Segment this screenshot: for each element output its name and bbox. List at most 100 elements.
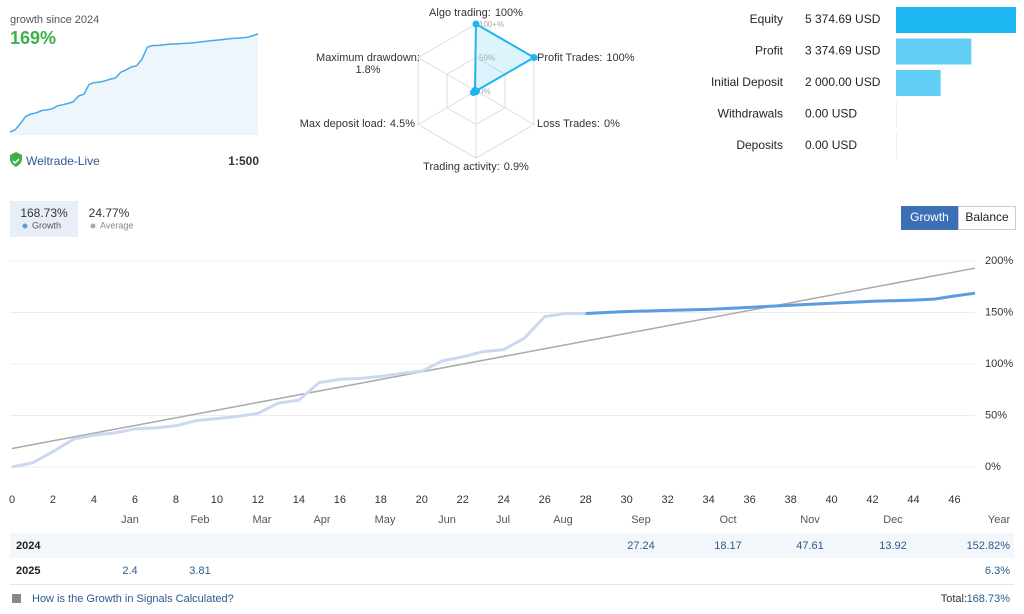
column-header: May bbox=[375, 514, 396, 526]
column-header: Nov bbox=[800, 514, 820, 526]
x-tick-label: 32 bbox=[662, 494, 674, 506]
column-header: Oct bbox=[719, 514, 736, 526]
column-header: Jun bbox=[438, 514, 456, 526]
radar-label: Algo trading: 100% bbox=[429, 7, 523, 19]
x-tick-label: 18 bbox=[375, 494, 387, 506]
help-icon bbox=[12, 594, 21, 603]
radar-spoke bbox=[475, 90, 535, 125]
column-header: Year bbox=[988, 514, 1011, 526]
radar-axis-name: Maximum drawdown: bbox=[316, 52, 420, 64]
radar-label: Trading activity: 0.9% bbox=[423, 161, 529, 173]
column-header: Jan bbox=[121, 514, 139, 526]
balance-bar bbox=[896, 38, 972, 65]
verified-icon bbox=[10, 152, 22, 167]
radar-axis-name: Algo trading: bbox=[429, 7, 491, 19]
x-tick-label: 46 bbox=[948, 494, 960, 506]
radar-axis-value: 4.5% bbox=[390, 118, 415, 130]
x-tick-label: 4 bbox=[91, 494, 97, 506]
radar-point bbox=[471, 86, 479, 94]
growth-value: 169% bbox=[10, 28, 56, 48]
table-cell: 27.24 bbox=[627, 540, 655, 552]
radar-label: Profit Trades: 100% bbox=[537, 52, 635, 64]
button-label[interactable]: Growth bbox=[910, 210, 949, 224]
column-header: Sep bbox=[631, 514, 651, 526]
check-mark bbox=[12, 158, 20, 165]
radar-axis-name: Loss Trades: bbox=[537, 118, 600, 130]
tab-dot bbox=[22, 223, 28, 229]
growth-line bbox=[11, 312, 586, 469]
button-label[interactable]: Balance bbox=[965, 210, 1009, 224]
table-cell: 6.3% bbox=[985, 565, 1010, 577]
column-header: Apr bbox=[313, 514, 330, 526]
help-link[interactable]: How is the Growth in Signals Calculated? bbox=[32, 593, 234, 605]
total-label: Total: bbox=[941, 593, 967, 605]
balance-label: Withdrawals bbox=[718, 107, 783, 121]
radar-axis-value: 100% bbox=[495, 7, 523, 19]
x-tick-label: 10 bbox=[211, 494, 223, 506]
x-tick-label: 26 bbox=[539, 494, 551, 506]
radar-label: Loss Trades: 0% bbox=[537, 118, 620, 130]
x-tick-label: 0 bbox=[9, 494, 15, 506]
radar-label: Max deposit load: 4.5% bbox=[300, 118, 416, 130]
y-tick-label: 0% bbox=[985, 461, 1001, 473]
balance-label: Initial Deposit bbox=[711, 75, 784, 89]
row-band bbox=[10, 533, 1014, 558]
x-tick-label: 20 bbox=[416, 494, 428, 506]
x-tick-label: 44 bbox=[907, 494, 919, 506]
x-tick-label: 34 bbox=[703, 494, 715, 506]
tab-label[interactable]: Average bbox=[100, 220, 133, 230]
button-balance[interactable] bbox=[958, 206, 1016, 230]
account-name[interactable]: Weltrade-Live bbox=[26, 154, 100, 168]
x-tick-label: 16 bbox=[334, 494, 346, 506]
radar-axis-name: Trading activity: bbox=[423, 161, 500, 173]
radar-axis-name: Profit Trades: bbox=[537, 52, 602, 64]
radar-axis-name: Max deposit load: bbox=[300, 118, 386, 130]
x-tick-label: 6 bbox=[132, 494, 138, 506]
x-tick-label: 8 bbox=[173, 494, 179, 506]
column-header: Mar bbox=[253, 514, 272, 526]
balance-value: 3 374.69 USD bbox=[805, 44, 881, 58]
radar-area bbox=[470, 22, 537, 95]
x-tick-label: 2 bbox=[50, 494, 56, 506]
radar-spoke bbox=[417, 90, 477, 125]
trend-line bbox=[11, 267, 976, 450]
y-tick-label: 200% bbox=[985, 255, 1013, 267]
row-year: 2025 bbox=[16, 565, 40, 577]
tab-active[interactable] bbox=[10, 201, 78, 237]
y-tick-label: 100% bbox=[985, 358, 1013, 370]
button-growth[interactable] bbox=[901, 206, 958, 230]
balance-bar bbox=[896, 133, 897, 159]
table-cell: 18.17 bbox=[714, 540, 742, 552]
x-tick-label: 24 bbox=[498, 494, 510, 506]
radar-tick-label: 0% bbox=[479, 87, 491, 96]
column-header: Aug bbox=[553, 514, 573, 526]
table-cell: 3.81 bbox=[189, 565, 210, 577]
balance-value: 2 000.00 USD bbox=[805, 75, 881, 89]
balance-label: Equity bbox=[750, 12, 783, 26]
x-tick-label: 38 bbox=[784, 494, 796, 506]
balance-value: 0.00 USD bbox=[805, 107, 857, 121]
growth-line bbox=[585, 291, 976, 315]
total-value: 168.73% bbox=[967, 593, 1011, 605]
growth-label: growth since 2024 bbox=[10, 14, 99, 26]
radar-axis-value: 1.8% bbox=[355, 64, 380, 76]
x-tick-label: 22 bbox=[457, 494, 469, 506]
radar-label: Maximum drawdown: 1.8% bbox=[316, 52, 420, 76]
y-tick-label: 50% bbox=[985, 409, 1007, 421]
balance-value: 5 374.69 USD bbox=[805, 12, 881, 26]
column-header: Dec bbox=[883, 514, 903, 526]
tab-value[interactable]: 24.77% bbox=[89, 206, 130, 220]
balance-label: Deposits bbox=[736, 138, 783, 152]
table-cell: 47.61 bbox=[796, 540, 824, 552]
radar-tick-label: 100+% bbox=[479, 20, 504, 29]
sparkline-area bbox=[10, 34, 258, 135]
tab-label[interactable]: Growth bbox=[32, 220, 61, 230]
column-header: Feb bbox=[191, 514, 210, 526]
balance-label: Profit bbox=[755, 44, 784, 58]
tab-value[interactable]: 168.73% bbox=[20, 206, 68, 220]
x-tick-label: 30 bbox=[621, 494, 633, 506]
x-tick-label: 28 bbox=[580, 494, 592, 506]
x-tick-label: 42 bbox=[866, 494, 878, 506]
leverage: 1:500 bbox=[228, 154, 259, 168]
